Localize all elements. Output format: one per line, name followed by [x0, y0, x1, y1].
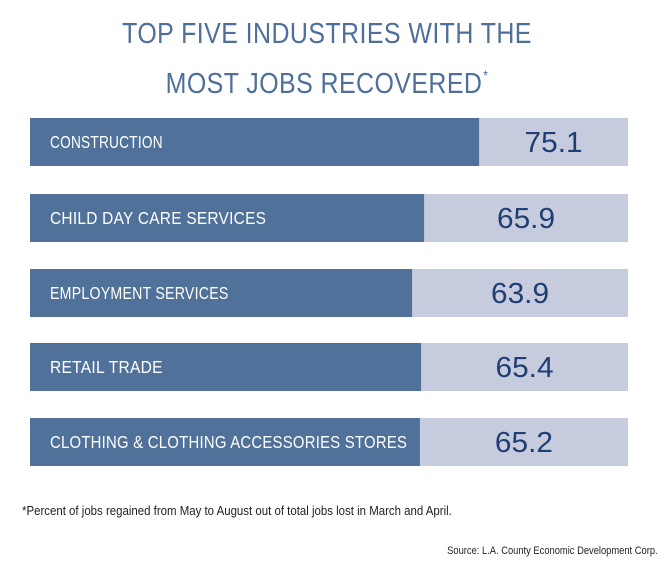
- bar: [30, 343, 422, 391]
- bar-chart: CONSTRUCTION 75.1 CHILD DAY CARE SERVICES 6…: [30, 118, 628, 466]
- title-footnote-marker: *: [483, 67, 489, 83]
- chart-title-line-1: TOP FIVE INDUSTRIES WITH THE: [122, 18, 532, 50]
- category-label: CHILD DAY CARE SERVICES: [50, 208, 266, 228]
- footnote: *Percent of jobs regained from May to Au…: [22, 503, 452, 518]
- chart-title-line-2: MOST JOBS RECOVERED*: [46, 55, 608, 105]
- chart-title-line-2-text: MOST JOBS RECOVERED: [165, 68, 483, 100]
- value-label: 65.9: [497, 203, 555, 235]
- category-label: RETAIL TRADE: [50, 357, 163, 377]
- source-credit: Source: L.A. County Economic Development…: [447, 545, 658, 557]
- chart-title: TOP FIVE INDUSTRIES WITH THE MOST JOBS R…: [46, 14, 608, 105]
- value-label: 75.1: [525, 127, 583, 159]
- value-label: 65.4: [496, 352, 554, 384]
- category-label: EMPLOYMENT SERVICES: [50, 283, 229, 303]
- bar: [30, 194, 425, 242]
- category-label: CLOTHING & CLOTHING ACCESSORIES STORES: [50, 432, 407, 452]
- bar: [30, 418, 420, 466]
- value-label: 63.9: [491, 278, 549, 310]
- bar: [30, 118, 480, 166]
- value-label: 65.2: [495, 427, 553, 459]
- category-label: CONSTRUCTION: [50, 132, 163, 152]
- bar: [30, 269, 413, 317]
